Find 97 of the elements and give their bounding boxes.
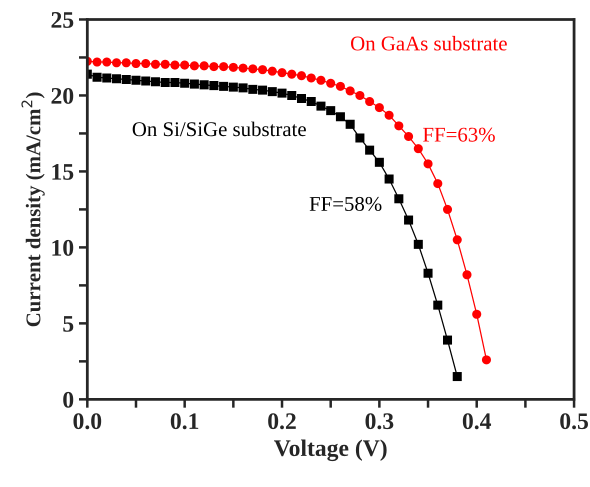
x-tick-label: 0.1 bbox=[170, 413, 198, 430]
point bbox=[346, 86, 355, 96]
point bbox=[355, 90, 364, 100]
point bbox=[150, 60, 160, 69]
y-tick-label: 20 bbox=[52, 88, 74, 104]
point bbox=[443, 336, 452, 345]
x-tick-label: 0.4 bbox=[462, 413, 492, 430]
point bbox=[190, 80, 199, 89]
point bbox=[404, 216, 414, 225]
point bbox=[336, 112, 345, 122]
point bbox=[170, 60, 180, 70]
point bbox=[326, 106, 336, 116]
point bbox=[472, 310, 482, 319]
point bbox=[180, 78, 190, 88]
y-tick-label: 5 bbox=[63, 316, 74, 332]
x-tick-label: 0.3 bbox=[366, 413, 394, 430]
point bbox=[374, 103, 384, 112]
point bbox=[228, 62, 238, 72]
point bbox=[258, 86, 268, 95]
x-tick-label: 0.2 bbox=[268, 413, 296, 430]
point bbox=[238, 64, 248, 73]
point bbox=[374, 158, 384, 167]
x-axis-title: Voltage (V) bbox=[274, 440, 387, 462]
point bbox=[228, 82, 238, 92]
point bbox=[296, 94, 306, 104]
point bbox=[384, 174, 394, 184]
point bbox=[102, 58, 112, 67]
point bbox=[414, 144, 423, 154]
y-axis-title: Current density (mA/cm$^{2}$) bbox=[21, 92, 45, 326]
point bbox=[209, 62, 218, 72]
point bbox=[248, 84, 258, 94]
point bbox=[306, 97, 316, 106]
point bbox=[238, 83, 248, 92]
point bbox=[92, 58, 102, 67]
point bbox=[452, 235, 462, 244]
point bbox=[316, 76, 326, 85]
point bbox=[287, 90, 296, 100]
point bbox=[200, 61, 209, 70]
y-tick-label: 0 bbox=[63, 392, 74, 408]
y-tick-label: 10 bbox=[52, 240, 74, 256]
point bbox=[365, 146, 374, 155]
point bbox=[122, 58, 131, 68]
annotation: FF=58% bbox=[310, 196, 382, 211]
point bbox=[404, 132, 414, 141]
point bbox=[424, 268, 433, 278]
point bbox=[336, 82, 345, 91]
point bbox=[394, 194, 404, 204]
point bbox=[160, 78, 170, 88]
point bbox=[316, 102, 326, 111]
point bbox=[141, 59, 150, 68]
point bbox=[365, 97, 374, 106]
point bbox=[170, 78, 180, 88]
series-label: On GaAs substrate bbox=[351, 36, 507, 51]
point bbox=[424, 159, 433, 168]
point bbox=[102, 73, 112, 82]
point bbox=[278, 88, 287, 98]
point bbox=[248, 64, 258, 74]
point bbox=[482, 355, 491, 364]
point bbox=[462, 270, 472, 280]
y-tick-label: 25 bbox=[52, 12, 74, 28]
point bbox=[287, 70, 296, 79]
point bbox=[443, 204, 452, 214]
point bbox=[141, 76, 150, 86]
annotation: FF=63% bbox=[423, 128, 495, 142]
point bbox=[296, 71, 306, 80]
point bbox=[452, 372, 462, 382]
y-tick-label: 15 bbox=[52, 164, 74, 180]
point bbox=[112, 74, 122, 84]
point bbox=[433, 300, 442, 310]
point bbox=[190, 61, 199, 70]
point bbox=[355, 133, 364, 143]
x-tick-label: 0.0 bbox=[73, 413, 102, 430]
point bbox=[131, 59, 141, 68]
point bbox=[160, 60, 170, 69]
point bbox=[326, 78, 336, 88]
point bbox=[394, 121, 404, 130]
point bbox=[268, 66, 277, 76]
point bbox=[180, 60, 190, 70]
point bbox=[209, 81, 218, 90]
point bbox=[92, 72, 102, 82]
point bbox=[219, 82, 228, 91]
point bbox=[131, 76, 141, 85]
point bbox=[200, 80, 209, 90]
x-tick-label: 0.5 bbox=[560, 413, 588, 430]
point bbox=[112, 58, 122, 68]
series-label: On Si/SiGe substrate bbox=[132, 122, 306, 136]
point bbox=[219, 62, 228, 72]
point bbox=[278, 68, 287, 78]
point bbox=[258, 65, 268, 74]
point bbox=[433, 179, 442, 188]
point bbox=[346, 120, 355, 129]
point bbox=[384, 110, 394, 120]
point bbox=[414, 240, 423, 249]
point bbox=[122, 74, 131, 84]
point bbox=[150, 77, 160, 86]
point bbox=[306, 73, 316, 82]
point bbox=[268, 87, 277, 96]
